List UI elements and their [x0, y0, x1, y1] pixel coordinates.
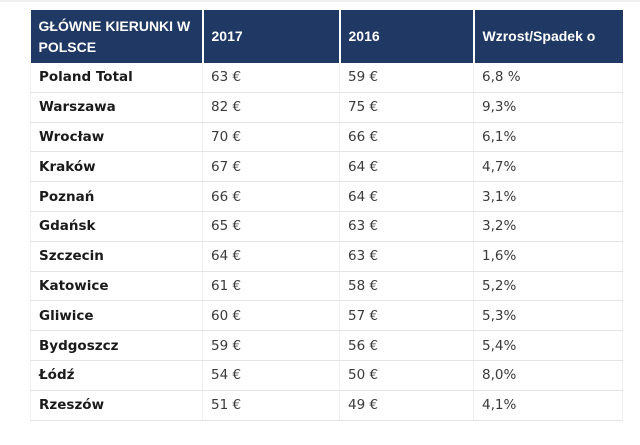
- price-2017-cell: 66 €: [202, 181, 340, 212]
- price-2016-cell: 56 €: [339, 330, 474, 361]
- change-cell: 9,3%: [473, 92, 623, 123]
- price-2017-cell: 67 €: [202, 151, 340, 183]
- price-2017-cell: 61 €: [202, 271, 340, 302]
- price-2016-cell: 58 €: [339, 271, 474, 302]
- price-2016-cell: 50 €: [339, 360, 474, 391]
- city-cell: Bydgoszcz: [30, 330, 203, 361]
- header-cell-change: Wzrost/Spadek o: [473, 10, 623, 63]
- header-cell-2017: 2017: [202, 10, 341, 63]
- price-2017-cell: 60 €: [202, 300, 340, 332]
- change-cell: 5,3%: [473, 300, 623, 332]
- table-row: Kraków 67 € 64 € 4,7%: [30, 151, 623, 183]
- city-cell: Gdańsk: [30, 211, 203, 242]
- table-row: Gliwice 60 € 57 € 5,3%: [30, 300, 623, 332]
- price-2016-cell: 57 €: [339, 300, 474, 332]
- table-row: Szczecin 64 € 63 € 1,6%: [30, 241, 623, 272]
- table-row: Poland Total 63 € 59 € 6,8 %: [30, 63, 623, 93]
- change-cell: 3,1%: [473, 181, 623, 212]
- price-2016-cell: 75 €: [339, 92, 474, 123]
- price-2016-cell: 63 €: [339, 211, 474, 242]
- change-cell: 6,8 %: [473, 63, 623, 93]
- price-2017-cell: 63 €: [202, 63, 340, 93]
- price-2016-cell: 59 €: [339, 63, 474, 93]
- table-row: Łódź 54 € 50 € 8,0%: [30, 360, 623, 391]
- city-cell: Wrocław: [30, 122, 203, 153]
- price-2016-cell: 49 €: [339, 390, 474, 421]
- city-cell: Warszawa: [30, 92, 203, 123]
- table-row: Bydgoszcz 59 € 56 € 5,4%: [30, 330, 623, 361]
- change-cell: 4,7%: [473, 151, 623, 183]
- table-row: Warszawa 82 € 75 € 9,3%: [30, 92, 623, 123]
- price-2016-cell: 64 €: [339, 181, 474, 212]
- price-2016-cell: 63 €: [339, 241, 474, 272]
- price-2016-cell: 66 €: [339, 122, 474, 153]
- table-row: Rzeszów 51 € 49 € 4,1%: [30, 390, 623, 421]
- city-cell: Szczecin: [30, 241, 203, 272]
- page-top-divider: [0, 0, 640, 2]
- change-cell: 1,6%: [473, 241, 623, 272]
- city-cell: Poznań: [30, 181, 203, 212]
- price-2016-cell: 64 €: [339, 151, 474, 183]
- city-cell: Katowice: [30, 271, 203, 302]
- price-2017-cell: 65 €: [202, 211, 340, 242]
- destinations-price-table: GŁÓWNE KIERUNKI W POLSCE 2017 2016 Wzros…: [30, 10, 623, 421]
- table-body: Poland Total 63 € 59 € 6,8 % Warszawa 82…: [30, 63, 623, 421]
- city-cell: Łódź: [30, 360, 203, 391]
- price-2017-cell: 54 €: [202, 360, 340, 391]
- price-2017-cell: 82 €: [202, 92, 340, 123]
- table-row: Poznań 66 € 64 € 3,1%: [30, 181, 623, 212]
- price-2017-cell: 51 €: [202, 390, 340, 421]
- header-cell-destination: GŁÓWNE KIERUNKI W POLSCE: [30, 10, 204, 63]
- table-row: Katowice 61 € 58 € 5,2%: [30, 271, 623, 302]
- change-cell: 5,2%: [473, 271, 623, 302]
- table-row: Wrocław 70 € 66 € 6,1%: [30, 122, 623, 153]
- table-row: Gdańsk 65 € 63 € 3,2%: [30, 211, 623, 242]
- city-cell: Rzeszów: [30, 390, 203, 421]
- change-cell: 8,0%: [473, 360, 623, 391]
- change-cell: 6,1%: [473, 122, 623, 153]
- price-2017-cell: 64 €: [202, 241, 340, 272]
- change-cell: 5,4%: [473, 330, 623, 361]
- price-2017-cell: 59 €: [202, 330, 340, 361]
- city-cell: Poland Total: [30, 63, 203, 93]
- header-cell-2016: 2016: [339, 10, 475, 63]
- city-cell: Kraków: [30, 151, 203, 183]
- city-cell: Gliwice: [30, 300, 203, 332]
- table-header-row: GŁÓWNE KIERUNKI W POLSCE 2017 2016 Wzros…: [30, 10, 623, 63]
- change-cell: 3,2%: [473, 211, 623, 242]
- price-2017-cell: 70 €: [202, 122, 340, 153]
- change-cell: 4,1%: [473, 390, 623, 421]
- destinations-table-container: GŁÓWNE KIERUNKI W POLSCE 2017 2016 Wzros…: [30, 10, 623, 421]
